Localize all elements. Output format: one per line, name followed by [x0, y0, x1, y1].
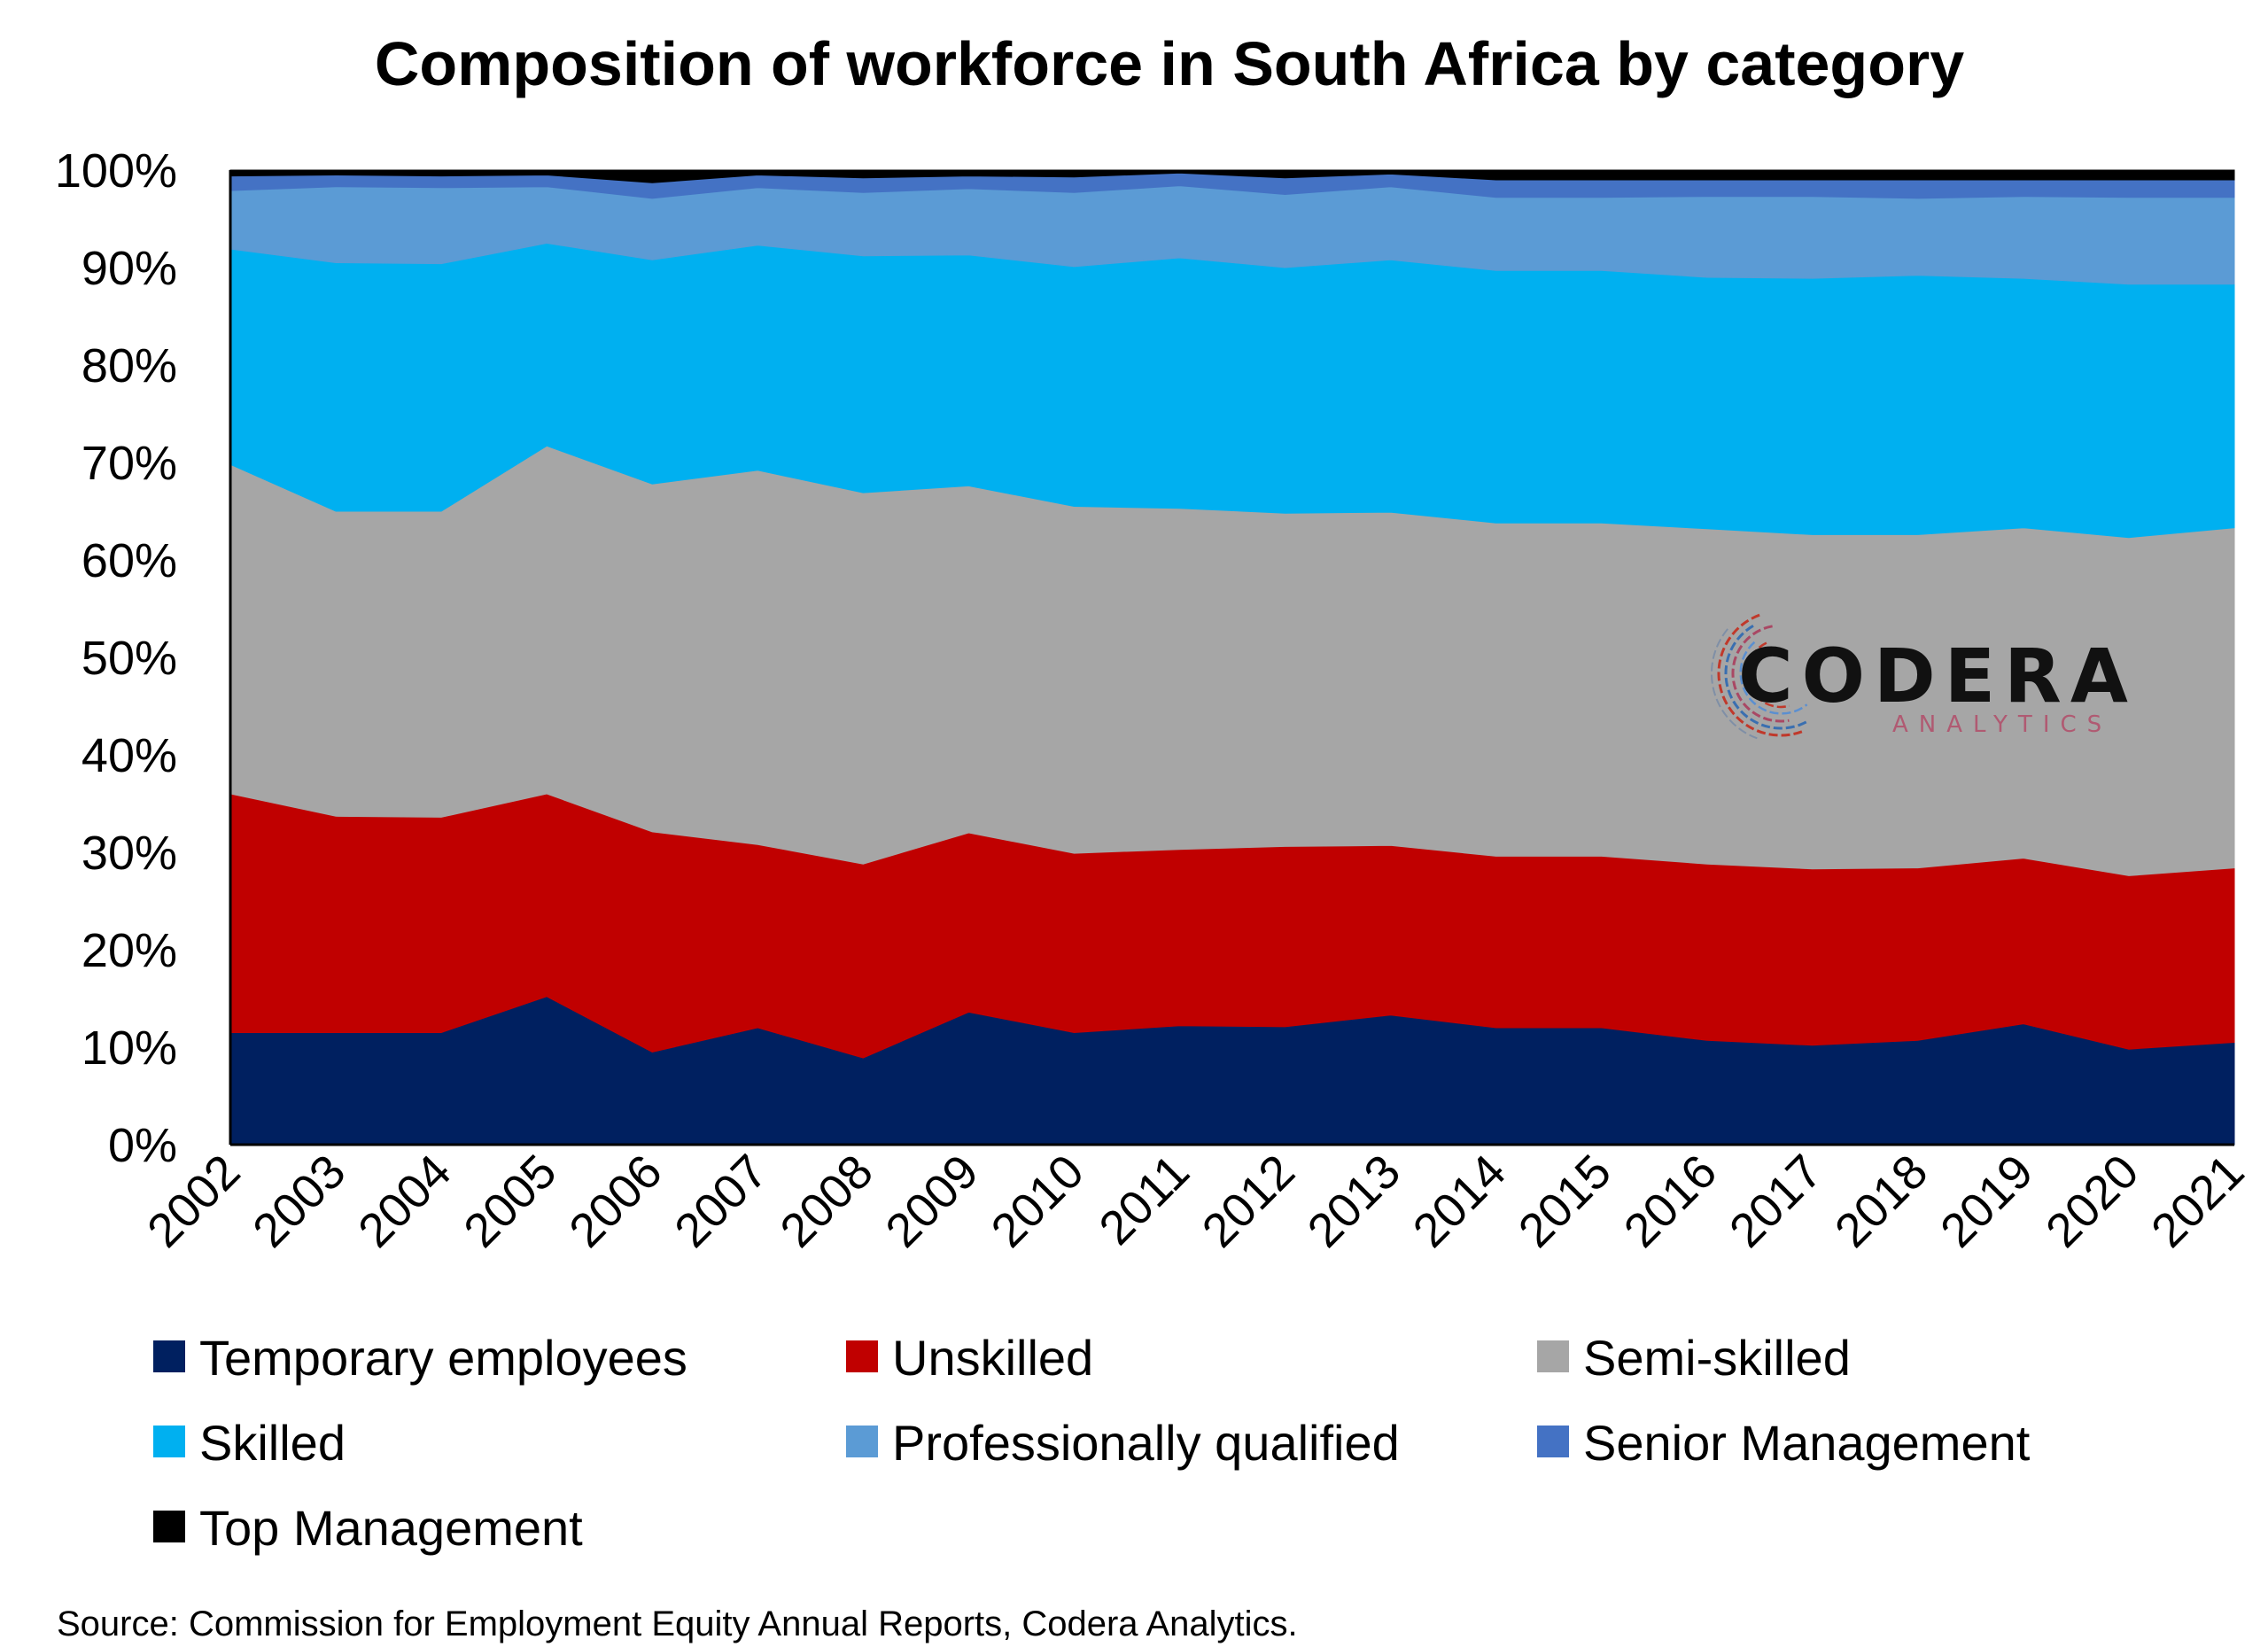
legend: Temporary employees Unskilled Semi-skilled… [153, 1330, 2031, 1556]
x-tick-label: 2015 [1509, 1145, 1621, 1257]
legend-label: Temporary employees [199, 1330, 687, 1386]
x-tick-label: 2010 [982, 1145, 1094, 1257]
x-tick-label: 2014 [1403, 1145, 1516, 1257]
legend-label: Top Management [199, 1500, 583, 1556]
x-tick-label: 2007 [664, 1145, 777, 1257]
legend-item: Senior Management [1537, 1415, 2031, 1471]
area-series-group [229, 169, 2235, 1146]
legend-swatch [846, 1340, 878, 1372]
legend-swatch [1537, 1340, 1569, 1372]
codera-logo-mark [1711, 613, 1809, 740]
logo-name: CODERA [1738, 633, 2137, 719]
x-tick-label: 2006 [559, 1145, 672, 1257]
x-tick-label: 2009 [875, 1145, 988, 1257]
legend-item: Unskilled [846, 1330, 1093, 1386]
logo-arc [1731, 625, 1790, 723]
chart-title: Composition of workforce in South Africa… [375, 29, 1964, 98]
y-tick-label: 50% [82, 632, 177, 685]
legend-item: Temporary employees [153, 1330, 687, 1386]
y-tick-label: 100% [55, 144, 177, 198]
x-tick-label: 2008 [770, 1145, 882, 1257]
x-tick-label: 2013 [1298, 1145, 1410, 1257]
y-tick-label: 70% [82, 437, 177, 490]
axes [229, 170, 2234, 1146]
legend-label: Senior Management [1583, 1415, 2031, 1471]
x-tick-label: 2011 [1089, 1145, 1200, 1255]
x-tick-label: 2016 [1614, 1145, 1727, 1257]
y-tick-label: 60% [82, 534, 177, 587]
logo-tagline: ANALYTICS [1892, 711, 2112, 738]
legend-swatch [846, 1426, 878, 1457]
x-tick-label: 2021 [2141, 1145, 2254, 1257]
legend-label: Professionally qualified [892, 1415, 1400, 1471]
legend-item: Professionally qualified [846, 1415, 1400, 1471]
logo-arc [1711, 628, 1758, 740]
x-tick-label: 2004 [348, 1145, 461, 1257]
y-tick-label: 80% [82, 339, 177, 392]
logo-arc [1717, 613, 1803, 737]
x-tick-label: 2017 [1720, 1145, 1832, 1257]
legend-label: Unskilled [892, 1330, 1093, 1386]
x-tick-label: 2005 [454, 1145, 566, 1257]
x-tick-label: 2018 [1825, 1145, 1938, 1257]
x-tick-label: 2003 [243, 1145, 355, 1257]
x-tick-label: 2020 [2036, 1145, 2148, 1257]
legend-label: Skilled [199, 1415, 346, 1471]
x-tick-label: 2019 [1930, 1145, 2043, 1257]
legend-label: Semi-skilled [1583, 1330, 1851, 1386]
legend-swatch [153, 1340, 185, 1372]
y-tick-label: 0% [108, 1119, 177, 1172]
y-tick-label: 10% [82, 1022, 177, 1075]
y-tick-label: 30% [82, 827, 177, 880]
logo-arc [1739, 641, 1808, 715]
legend-swatch [153, 1511, 185, 1542]
legend-item: Top Management [153, 1500, 583, 1556]
codera-logo: CODERA ANALYTICS [1711, 613, 2137, 740]
logo-arc [1724, 625, 1809, 730]
legend-swatch [1537, 1426, 1569, 1457]
y-tick-label: 40% [82, 729, 177, 782]
legend-item: Semi-skilled [1537, 1330, 1851, 1386]
y-tick-label: 90% [82, 242, 177, 295]
y-tick-label: 20% [82, 924, 177, 977]
legend-item: Skilled [153, 1415, 346, 1471]
x-axis-ticks: 2002200320042005200620072008200920102011… [137, 1145, 2254, 1257]
area-series-top-management [229, 169, 2235, 183]
legend-swatch [153, 1426, 185, 1457]
y-axis-ticks: 0% 10% 20% 30% 40% 50% 60% 70% 80% 90% 100% [55, 144, 177, 1172]
x-tick-label: 2012 [1192, 1145, 1305, 1257]
source-note: Source: Commission for Employment Equity… [57, 1604, 1298, 1643]
logo-arc [1745, 641, 1790, 709]
